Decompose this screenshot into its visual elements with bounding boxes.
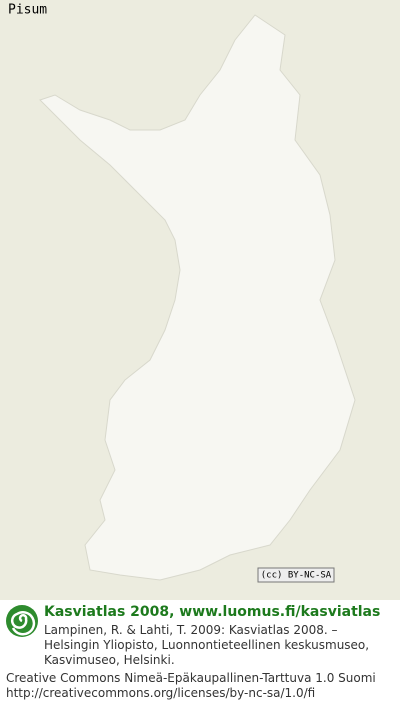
map: Pisum (cc) BY-NC-SA [0,0,400,600]
country-outline [39,14,356,581]
license-badge-box [257,567,335,583]
citation: Kasvimuseo, Helsinki. [44,653,175,667]
citation: Lampinen, R. & Lahti, T. 2009: Kasviatla… [44,623,338,637]
footer-heading: Kasviatlas 2008, www.luomus.fi/kasviatla… [44,604,381,620]
license: Creative Commons Nimeä-Epäkaupallinen-Ta… [6,671,376,685]
map-title: Pisum [8,3,47,18]
license: http://creativecommons.org/licenses/by-n… [6,686,316,700]
citation: Helsingin Yliopisto, Luonnontieteellinen… [44,638,370,652]
license-badge: (cc) BY-NC-SA [261,571,332,581]
logo [6,605,38,637]
